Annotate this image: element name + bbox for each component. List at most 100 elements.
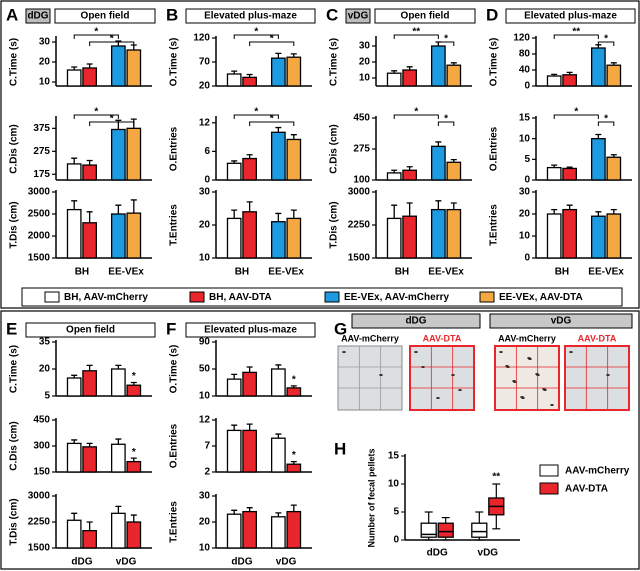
y-tick-label: 10 bbox=[519, 231, 531, 242]
pellet bbox=[451, 374, 455, 376]
significance: * bbox=[254, 27, 258, 38]
y-tick-label: 15 bbox=[388, 451, 400, 462]
y-tick-label: 3000 bbox=[28, 187, 51, 198]
x-tick-label: EE-VEx bbox=[268, 267, 304, 278]
bar bbox=[446, 208, 462, 259]
y-tick-label: 40 bbox=[519, 65, 531, 76]
y-tick-label: 450 bbox=[33, 415, 50, 426]
cage-photo bbox=[337, 345, 403, 411]
panel-letter: A bbox=[6, 5, 18, 24]
bottom-frame bbox=[0, 310, 640, 570]
bracket bbox=[597, 121, 615, 126]
error-bar bbox=[86, 521, 93, 531]
error-bar bbox=[391, 169, 398, 173]
error-bar bbox=[86, 159, 93, 166]
y-axis-label: O.Time (s) bbox=[169, 345, 180, 394]
error-bar bbox=[246, 366, 253, 373]
y-tick-label: 100 bbox=[353, 175, 370, 186]
bar bbox=[66, 519, 82, 549]
y-tick-label: 20 bbox=[519, 209, 531, 220]
title-box bbox=[25, 322, 156, 338]
bracket bbox=[233, 34, 279, 39]
bar bbox=[110, 443, 126, 473]
y-tick-label: 30 bbox=[39, 37, 51, 48]
error-bar bbox=[551, 73, 558, 76]
y-axis-label: C.Time (s) bbox=[9, 345, 20, 393]
panel-title: Open field bbox=[81, 11, 130, 22]
y-tick-label: 2000 bbox=[28, 231, 51, 242]
cage-photo bbox=[409, 345, 475, 411]
tag-box bbox=[489, 313, 633, 329]
y-tick-label: 30 bbox=[199, 491, 211, 502]
bar bbox=[226, 217, 242, 259]
pellet bbox=[527, 357, 531, 359]
bracket bbox=[73, 114, 119, 119]
y-tick-label: 35 bbox=[39, 337, 51, 348]
x-tick-label: EE-VEx bbox=[428, 267, 464, 278]
bar bbox=[110, 128, 126, 181]
pellet bbox=[499, 351, 503, 353]
error-bar bbox=[130, 199, 137, 214]
bar bbox=[226, 429, 242, 473]
error-bar bbox=[86, 63, 93, 68]
title-box bbox=[185, 322, 316, 338]
bracket bbox=[89, 121, 135, 126]
y-axis-label: O.Entries bbox=[169, 423, 180, 468]
bar bbox=[82, 67, 98, 87]
bar bbox=[126, 212, 142, 259]
y-tick-label: 120 bbox=[193, 33, 210, 44]
pellet bbox=[569, 351, 573, 353]
pellet bbox=[342, 351, 346, 353]
error-bar bbox=[71, 439, 78, 444]
tag-box bbox=[25, 8, 51, 24]
legend-frame bbox=[21, 287, 623, 307]
y-tick-label: 10 bbox=[199, 391, 211, 402]
panel-title: Open field bbox=[66, 325, 115, 336]
error-bar bbox=[450, 62, 457, 66]
bar bbox=[82, 446, 98, 473]
significance: * bbox=[132, 371, 136, 382]
title-box bbox=[185, 8, 316, 24]
pellet bbox=[379, 374, 383, 376]
error-bar bbox=[130, 381, 137, 386]
bar bbox=[546, 166, 562, 181]
y-tick-label: 20 bbox=[39, 364, 51, 375]
error-bar bbox=[71, 512, 78, 521]
bracket bbox=[73, 34, 119, 39]
bar bbox=[402, 215, 418, 259]
error-bar bbox=[290, 504, 297, 512]
error-bar bbox=[595, 211, 602, 217]
y-tick-label: 275 bbox=[33, 146, 50, 157]
bar bbox=[402, 169, 418, 181]
error-bar bbox=[610, 62, 617, 66]
y-tick-label: 175 bbox=[33, 169, 50, 180]
bar bbox=[242, 429, 258, 473]
y-tick-label: 20 bbox=[359, 57, 371, 68]
y-tick-label: 375 bbox=[33, 123, 50, 134]
bar bbox=[606, 64, 622, 87]
pellet bbox=[505, 365, 509, 367]
error-bar bbox=[450, 158, 457, 163]
panel-title: Elevated plus-maze bbox=[524, 11, 617, 22]
bar bbox=[286, 387, 302, 397]
legend-label: AAV-DTA bbox=[565, 484, 608, 495]
error-bar bbox=[406, 66, 413, 70]
y-axis-label: O.Time (s) bbox=[169, 38, 180, 87]
bar bbox=[126, 521, 142, 549]
y-axis-label: Number of fecal pellets bbox=[366, 448, 376, 547]
y-tick-label: 70 bbox=[199, 57, 211, 68]
error-bar bbox=[231, 509, 238, 515]
bar bbox=[110, 512, 126, 549]
error-bar bbox=[610, 208, 617, 214]
error-bar bbox=[231, 209, 238, 219]
panel-letter: E bbox=[6, 319, 17, 338]
error-bar bbox=[566, 166, 573, 169]
pellet bbox=[520, 396, 524, 398]
y-tick-label: 1500 bbox=[28, 253, 51, 264]
error-bar bbox=[595, 133, 602, 139]
bar bbox=[286, 510, 302, 549]
significance: * bbox=[110, 114, 114, 125]
legend-label: EE-VEx, AAV-DTA bbox=[499, 292, 583, 303]
error-bar bbox=[566, 204, 573, 210]
